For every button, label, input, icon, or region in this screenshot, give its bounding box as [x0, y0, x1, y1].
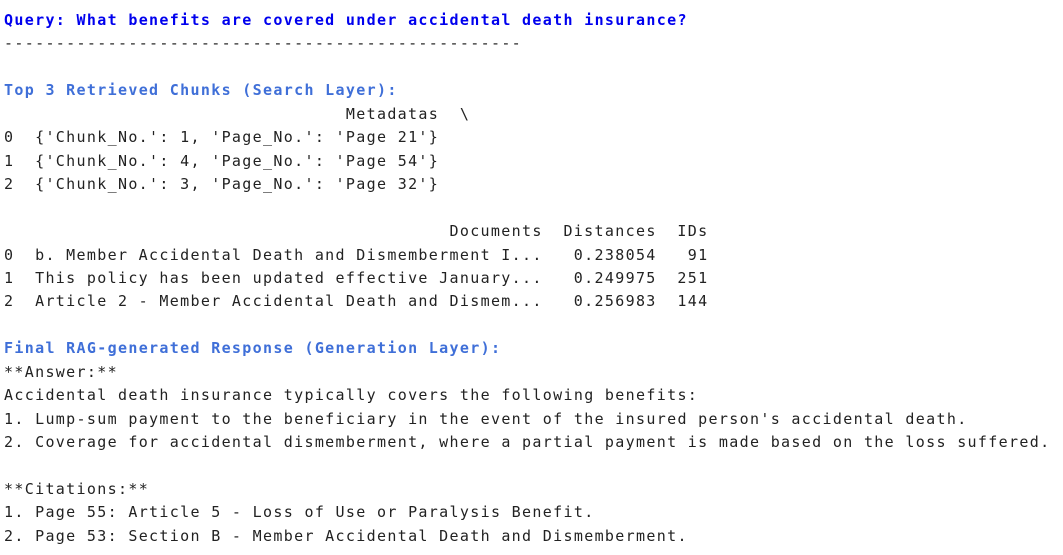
column-header: IDs: [677, 222, 709, 241]
metadata-cell: {'Chunk_No.': 4, 'Page_No.': 'Page 54'}: [35, 151, 440, 170]
id-cell: 144: [677, 292, 709, 311]
id-cell: 91: [687, 245, 709, 264]
answer-line: 1. Lump-sum payment to the beneficiary i…: [4, 409, 968, 428]
document-cell: b. Member Accidental Death and Dismember…: [35, 245, 543, 264]
row-index: 1: [4, 268, 15, 287]
row-index: 0: [4, 245, 15, 264]
distance-cell: 0.249975: [573, 268, 657, 287]
section-title: Final RAG-generated Response (Generation…: [4, 339, 502, 358]
column-header: Metadatas \: [345, 104, 471, 123]
citations-heading: **Citations:**: [4, 480, 150, 498]
distance-cell: 0.238054: [573, 245, 657, 264]
answer-line: Accidental death insurance typically cov…: [4, 386, 699, 405]
separator: ----------------------------------------…: [4, 34, 523, 53]
section-title: Top 3 Retrieved Chunks (Search Layer):: [4, 81, 398, 100]
row-index: 2: [4, 175, 15, 194]
citation-line: 1. Page 55: Article 5 - Loss of Use or P…: [4, 503, 595, 522]
answer-heading: **Answer:**: [4, 362, 118, 381]
document-cell: Article 2 - Member Accidental Death and …: [35, 292, 543, 311]
answer-line: 2. Coverage for accidental dismemberment…: [4, 433, 1051, 452]
metadata-cell: {'Chunk_No.': 1, 'Page_No.': 'Page 21'}: [35, 128, 440, 147]
row-index: 0: [4, 128, 15, 147]
column-header: Documents: [449, 222, 543, 241]
column-header: Distances: [563, 222, 657, 241]
citation-line: 2. Page 53: Section B - Member Accidenta…: [4, 526, 688, 545]
distance-cell: 0.256983: [573, 292, 657, 311]
row-index: 1: [4, 151, 15, 170]
query: Query: What benefits are covered under a…: [4, 11, 688, 29]
metadata-cell: {'Chunk_No.': 3, 'Page_No.': 'Page 32'}: [35, 175, 440, 194]
document-cell: This policy has been updated effective J…: [35, 268, 543, 287]
row-index: 2: [4, 292, 15, 311]
id-cell: 251: [677, 268, 709, 287]
